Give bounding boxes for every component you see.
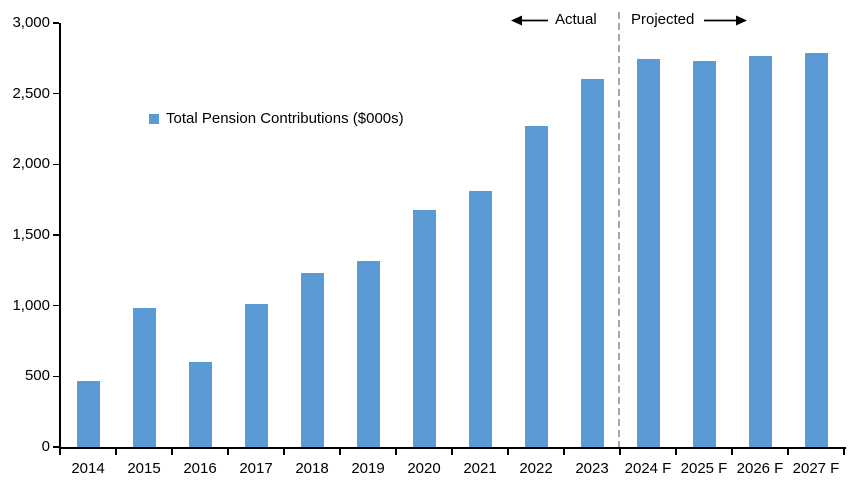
bar-2023 bbox=[580, 78, 604, 447]
y-tick bbox=[52, 304, 59, 307]
x-tick bbox=[563, 448, 565, 455]
x-tick-label-2017: 2017 bbox=[239, 460, 273, 477]
y-axis-line bbox=[58, 22, 61, 449]
bar-2024-F bbox=[636, 59, 660, 447]
legend-swatch-icon bbox=[149, 114, 159, 124]
actual-section-label: Actual bbox=[555, 11, 597, 28]
x-tick bbox=[115, 448, 117, 455]
y-tick bbox=[52, 375, 59, 378]
x-tick-label-2014: 2014 bbox=[71, 460, 105, 477]
x-tick-label-2022: 2022 bbox=[519, 460, 553, 477]
x-tick-label-2020: 2020 bbox=[407, 460, 441, 477]
x-tick bbox=[843, 448, 845, 455]
x-tick bbox=[507, 448, 509, 455]
bar-2022 bbox=[524, 126, 548, 447]
right-arrow-icon bbox=[704, 15, 747, 26]
y-tick bbox=[52, 446, 59, 448]
y-tick-label: 0 bbox=[41, 438, 50, 455]
x-tick-label-2019: 2019 bbox=[351, 460, 385, 477]
bar-2017 bbox=[244, 303, 268, 447]
y-tick bbox=[52, 22, 59, 24]
bar-2016 bbox=[188, 361, 212, 447]
bar-2020 bbox=[412, 209, 436, 447]
bar-2014 bbox=[76, 380, 100, 447]
legend-label: Total Pension Contributions ($000s) bbox=[166, 110, 404, 127]
y-tick-label: 3,000 bbox=[12, 14, 50, 31]
y-tick-label: 1,500 bbox=[12, 226, 50, 243]
x-tick-label-2021: 2021 bbox=[463, 460, 497, 477]
bar-2025-F bbox=[692, 60, 716, 447]
x-tick bbox=[283, 448, 285, 455]
x-tick-label-2023: 2023 bbox=[575, 460, 609, 477]
x-tick-label-2024-F: 2024 F bbox=[624, 460, 672, 477]
x-tick bbox=[675, 448, 677, 455]
left-arrow-icon bbox=[511, 15, 548, 26]
bar-2015 bbox=[132, 307, 156, 447]
x-tick-label-2025-F: 2025 F bbox=[680, 460, 728, 477]
x-tick bbox=[339, 448, 341, 455]
bar-2027-F bbox=[804, 52, 828, 447]
x-tick bbox=[395, 448, 397, 455]
x-tick bbox=[227, 448, 229, 455]
bar-2019 bbox=[356, 261, 380, 447]
x-tick bbox=[59, 448, 61, 455]
x-axis-line bbox=[58, 446, 846, 449]
x-tick-label-2016: 2016 bbox=[183, 460, 217, 477]
x-tick bbox=[731, 448, 733, 455]
y-tick-label: 500 bbox=[24, 367, 50, 385]
bar-2018 bbox=[300, 273, 324, 447]
x-tick bbox=[451, 448, 453, 455]
y-tick-label: 1,000 bbox=[12, 296, 50, 314]
bar-2021 bbox=[468, 191, 492, 447]
y-tick bbox=[52, 234, 59, 236]
y-tick bbox=[52, 163, 59, 166]
x-tick-label-2026-F: 2026 F bbox=[736, 460, 784, 477]
y-tick bbox=[52, 92, 59, 95]
projected-section-label: Projected bbox=[631, 11, 695, 28]
x-tick bbox=[171, 448, 173, 455]
x-tick bbox=[619, 448, 621, 455]
legend: Total Pension Contributions ($000s) bbox=[149, 110, 404, 128]
x-tick-label-2027-F: 2027 F bbox=[792, 460, 840, 477]
bar-2026-F bbox=[748, 56, 772, 447]
x-tick-label-2018: 2018 bbox=[295, 460, 329, 477]
x-tick bbox=[787, 448, 789, 455]
actual-projected-divider bbox=[618, 12, 620, 447]
y-tick-label: 2,000 bbox=[12, 155, 50, 173]
x-tick-label-2015: 2015 bbox=[127, 460, 161, 477]
y-tick-label: 2,500 bbox=[12, 84, 50, 102]
